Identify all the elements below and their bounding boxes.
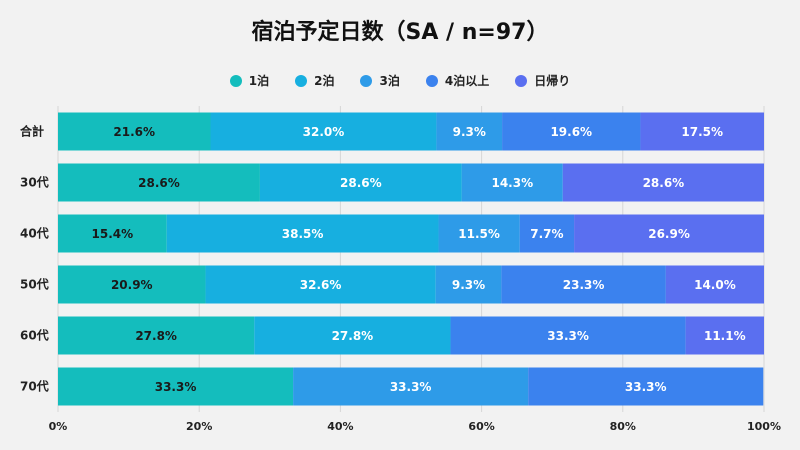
legend-swatch [360,74,373,87]
bar-segment [501,265,666,304]
x-tick-label: 0% [49,420,68,433]
bar-segment [574,214,764,253]
bar-segment [58,367,294,406]
data-label: 33.3% [390,380,432,394]
bar-segment [502,112,641,151]
data-label: 11.5% [458,227,500,241]
data-label: 27.8% [332,329,374,343]
bar-segment [519,214,575,253]
bar-segment [58,214,167,253]
data-label: 14.3% [491,176,533,190]
x-tick-label: 100% [747,420,781,433]
data-label: 23.3% [563,278,605,292]
chart-title: 宿泊予定日数（SA / n=97） [251,20,549,45]
x-tick-label: 40% [327,420,353,433]
bar-segment [205,265,436,304]
data-label: 33.3% [625,380,667,394]
legend-label: 2泊 [314,74,335,88]
data-label: 32.0% [303,125,345,139]
data-label: 19.6% [550,125,592,139]
bar-segment [58,265,206,304]
bar-segment [438,214,520,253]
category-label: 40代 [20,226,49,241]
bar-segment [435,265,502,304]
legend: 1泊 2泊 3泊 4泊以上 日帰り [0,72,800,89]
data-label: 21.6% [113,125,155,139]
category-label: 50代 [20,277,49,292]
data-label: 33.3% [155,380,197,394]
legend-item: 2泊 [295,72,334,89]
bar-segment [685,316,764,355]
category-label: 合計 [20,124,44,139]
legend-label: 4泊以上 [444,74,490,88]
legend-item: 1泊 [229,72,270,89]
bar-segment [210,112,437,151]
legend-label: 1泊 [248,74,270,88]
data-label: 28.6% [340,176,382,190]
bar-segment [562,163,764,202]
data-label: 17.5% [681,125,723,139]
data-label: 26.9% [648,227,690,241]
legend-swatch [425,74,438,87]
legend-swatch [515,74,528,87]
data-label: 27.8% [135,329,177,343]
x-tick-label: 80% [610,420,636,433]
legend-item: 4泊以上 [425,72,490,89]
bar-segment [436,112,503,151]
data-label: 33.3% [547,329,589,343]
category-label: 30代 [20,175,49,190]
legend-swatch [295,74,308,87]
bar-segment [640,112,764,151]
bar-segment [528,367,764,406]
data-label: 11.1% [704,329,746,343]
data-label: 9.3% [453,125,486,139]
bar-segment [58,112,211,151]
bar-segment [166,214,439,253]
bar-segment [58,316,255,355]
bar-segment [665,265,764,304]
data-label: 38.5% [282,227,324,241]
legend-label: 3泊 [379,74,400,88]
data-label: 32.6% [300,278,342,292]
bar-segment [254,316,451,355]
legend-item: 3泊 [360,72,400,89]
data-label: 14.0% [694,278,736,292]
bar-segment [461,163,563,202]
category-label: 70代 [20,379,49,394]
category-label: 60代 [20,328,49,343]
bar-segment [259,163,462,202]
data-label: 28.6% [138,176,180,190]
data-label: 15.4% [92,227,134,241]
data-label: 28.6% [643,176,685,190]
bar-segment [450,316,686,355]
legend-label: 日帰り [534,74,571,88]
data-label: 9.3% [452,278,485,292]
x-tick-label: 60% [468,420,494,433]
data-label: 20.9% [111,278,153,292]
bar-segment [293,367,529,406]
legend-item: 日帰り [515,72,570,89]
legend-swatch [229,74,242,87]
data-label: 7.7% [530,227,563,241]
bar-segment [58,163,260,202]
x-tick-label: 20% [186,420,212,433]
